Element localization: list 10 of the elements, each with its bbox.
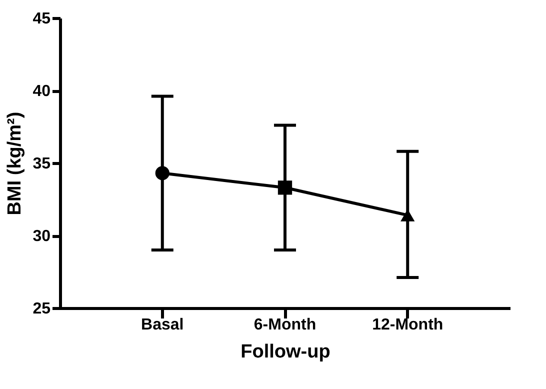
- x-tick-label: 12-Month: [372, 316, 444, 334]
- x-axis-title: Follow-up: [240, 342, 330, 362]
- y-tick-label: 35: [32, 156, 51, 172]
- y-tick-label: 30: [32, 228, 51, 245]
- y-axis-title: BMI (kg/m²): [4, 112, 26, 216]
- y-tick-label: 45: [32, 10, 51, 28]
- x-tick-label: 6-Month: [254, 316, 316, 334]
- y-tick-label: 40: [32, 83, 51, 100]
- y-tick-label: 25: [32, 300, 51, 318]
- x-tick-label: Basal: [141, 316, 184, 334]
